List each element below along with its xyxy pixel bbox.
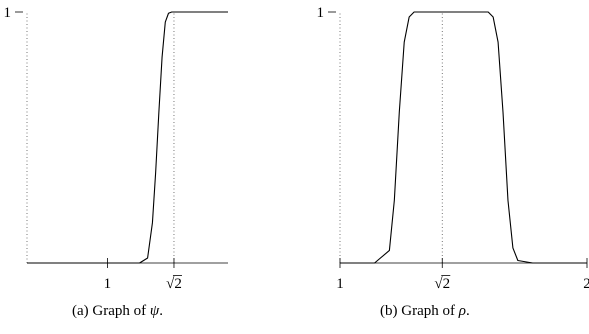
caption-psi-suffix: .	[159, 303, 163, 319]
caption-psi: (a) Graph of ψ.	[72, 303, 163, 320]
plot-rho: 1 √2 2 1	[317, 5, 589, 292]
rho-curve-0	[340, 11, 587, 264]
caption-psi-symbol: ψ	[149, 303, 160, 319]
psi-curve-0	[27, 11, 228, 264]
rho-y-tick-label-0: 1	[317, 5, 325, 21]
rho-x-tick-label-0: 1	[336, 276, 344, 292]
caption-rho: (b) Graph of ρ.	[380, 303, 470, 320]
rho-x-tick-label-2: 2	[583, 276, 589, 292]
caption-psi-prefix: (a) Graph of	[72, 303, 150, 319]
caption-rho-suffix: .	[465, 303, 470, 319]
rho-x-tick-label-1: √2	[434, 276, 450, 292]
caption-rho-prefix: (b) Graph of	[380, 303, 459, 319]
psi-x-tick-label-1: √2	[166, 276, 182, 292]
psi-x-tick-label-0: 1	[104, 276, 112, 292]
caption-rho-symbol: ρ	[458, 303, 466, 319]
psi-y-tick-label-0: 1	[4, 5, 12, 21]
plot-psi: 1 √2 1	[4, 5, 228, 292]
